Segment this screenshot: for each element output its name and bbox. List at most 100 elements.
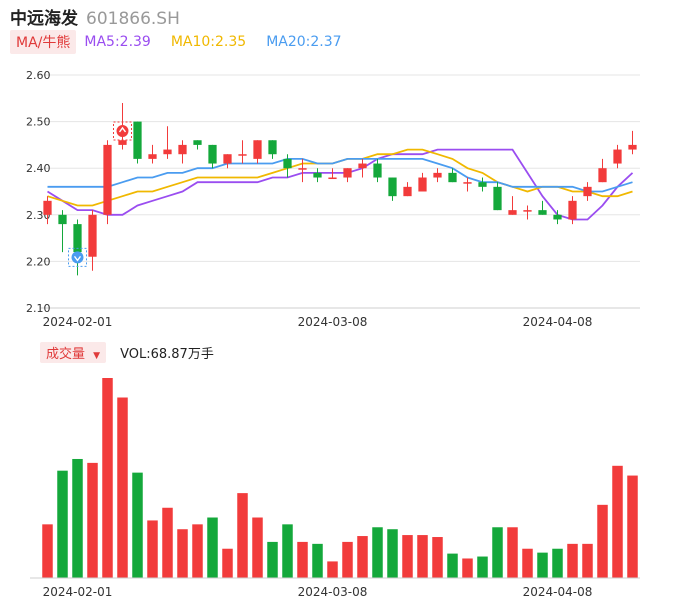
volume-bar[interactable]: [282, 524, 293, 578]
ma-toggle-button[interactable]: MA/牛熊: [10, 30, 77, 54]
candle[interactable]: [358, 158, 367, 178]
candle[interactable]: [73, 219, 82, 276]
volume-bar[interactable]: [42, 524, 53, 578]
volume-bar[interactable]: [342, 541, 353, 578]
volume-bar[interactable]: [447, 553, 458, 578]
volume-bar[interactable]: [207, 517, 218, 578]
candle-body: [613, 149, 622, 164]
volume-bar[interactable]: [507, 527, 518, 578]
candle[interactable]: [583, 182, 592, 201]
candle[interactable]: [463, 177, 472, 192]
volume-bar[interactable]: [462, 558, 473, 578]
volume-bar[interactable]: [417, 535, 428, 578]
down-arrow-icon[interactable]: [68, 247, 87, 267]
volume-bar[interactable]: [357, 536, 368, 578]
candle[interactable]: [148, 144, 157, 164]
volume-bar[interactable]: [57, 470, 68, 578]
candle-body: [193, 140, 202, 145]
volume-bar[interactable]: [312, 543, 323, 578]
candle[interactable]: [193, 140, 202, 150]
candle[interactable]: [553, 210, 562, 225]
volume-bar[interactable]: [372, 527, 383, 578]
candle[interactable]: [628, 130, 637, 155]
candle[interactable]: [268, 140, 277, 159]
candle[interactable]: [298, 158, 307, 183]
y-tick-label: 2.40: [26, 162, 51, 175]
volume-x-tick-label: 2024-03-08: [298, 585, 368, 599]
candle[interactable]: [238, 140, 247, 164]
volume-bar[interactable]: [237, 493, 248, 578]
candle[interactable]: [613, 144, 622, 169]
candle-body: [178, 144, 187, 155]
volume-bar[interactable]: [567, 543, 578, 578]
candle-body: [103, 144, 112, 215]
candle[interactable]: [433, 168, 442, 183]
candle[interactable]: [58, 210, 67, 253]
candle[interactable]: [568, 196, 577, 225]
candle[interactable]: [523, 205, 532, 220]
candle[interactable]: [538, 200, 547, 215]
volume-bar[interactable]: [552, 548, 563, 578]
volume-bar[interactable]: [87, 462, 98, 578]
volume-bar[interactable]: [177, 529, 188, 578]
candle[interactable]: [328, 168, 337, 180]
candle[interactable]: [43, 196, 52, 225]
up-arrow-icon[interactable]: [113, 121, 132, 141]
candle[interactable]: [343, 168, 352, 183]
volume-bar[interactable]: [537, 552, 548, 578]
volume-bar[interactable]: [597, 504, 608, 578]
candle-body: [538, 210, 547, 215]
candle[interactable]: [88, 210, 97, 271]
volume-bar[interactable]: [477, 556, 488, 578]
candles[interactable]: [43, 102, 637, 276]
candle[interactable]: [103, 140, 112, 225]
candle[interactable]: [373, 158, 382, 183]
candle[interactable]: [163, 126, 172, 159]
volume-bar[interactable]: [492, 527, 503, 578]
volume-bar[interactable]: [192, 524, 203, 578]
candle[interactable]: [313, 168, 322, 183]
candle[interactable]: [208, 144, 217, 169]
volume-bar[interactable]: [252, 517, 263, 578]
volume-bar[interactable]: [102, 378, 113, 578]
candle[interactable]: [598, 158, 607, 183]
candle[interactable]: [223, 154, 232, 169]
candle-body: [208, 144, 217, 164]
volume-bar[interactable]: [147, 520, 158, 578]
volume-bar[interactable]: [72, 458, 83, 578]
candle[interactable]: [418, 172, 427, 192]
candle[interactable]: [508, 196, 517, 215]
candle-body: [268, 140, 277, 155]
volume-toggle-button[interactable]: 成交量 ▼: [40, 341, 107, 363]
candle-body: [478, 182, 487, 187]
volume-bar[interactable]: [402, 535, 413, 578]
candle[interactable]: [253, 140, 262, 164]
volume-bar[interactable]: [117, 397, 128, 578]
volume-value: VOL:68.87万手: [120, 346, 214, 362]
volume-bar[interactable]: [627, 475, 638, 578]
signal-markers[interactable]: [68, 121, 132, 267]
volume-bar[interactable]: [132, 472, 143, 578]
volume-bar[interactable]: [432, 537, 443, 578]
candle[interactable]: [493, 182, 502, 211]
volume-bar[interactable]: [582, 543, 593, 578]
candle-body: [448, 172, 457, 183]
volume-bar[interactable]: [267, 541, 278, 578]
candle[interactable]: [133, 121, 142, 164]
candle[interactable]: [448, 168, 457, 183]
volume-bar[interactable]: [612, 465, 623, 578]
volume-bar[interactable]: [522, 548, 533, 578]
candle[interactable]: [283, 154, 292, 178]
volume-bars[interactable]: [30, 378, 640, 579]
candle[interactable]: [403, 182, 412, 197]
candle[interactable]: [388, 177, 397, 201]
candle-body: [58, 214, 67, 225]
volume-bar[interactable]: [297, 541, 308, 578]
volume-bar[interactable]: [162, 507, 173, 578]
volume-bar[interactable]: [222, 548, 233, 578]
volume-bar[interactable]: [327, 561, 338, 578]
candle[interactable]: [478, 177, 487, 192]
volume-bar[interactable]: [387, 529, 398, 578]
candle[interactable]: [178, 140, 187, 164]
candle-body: [373, 163, 382, 178]
